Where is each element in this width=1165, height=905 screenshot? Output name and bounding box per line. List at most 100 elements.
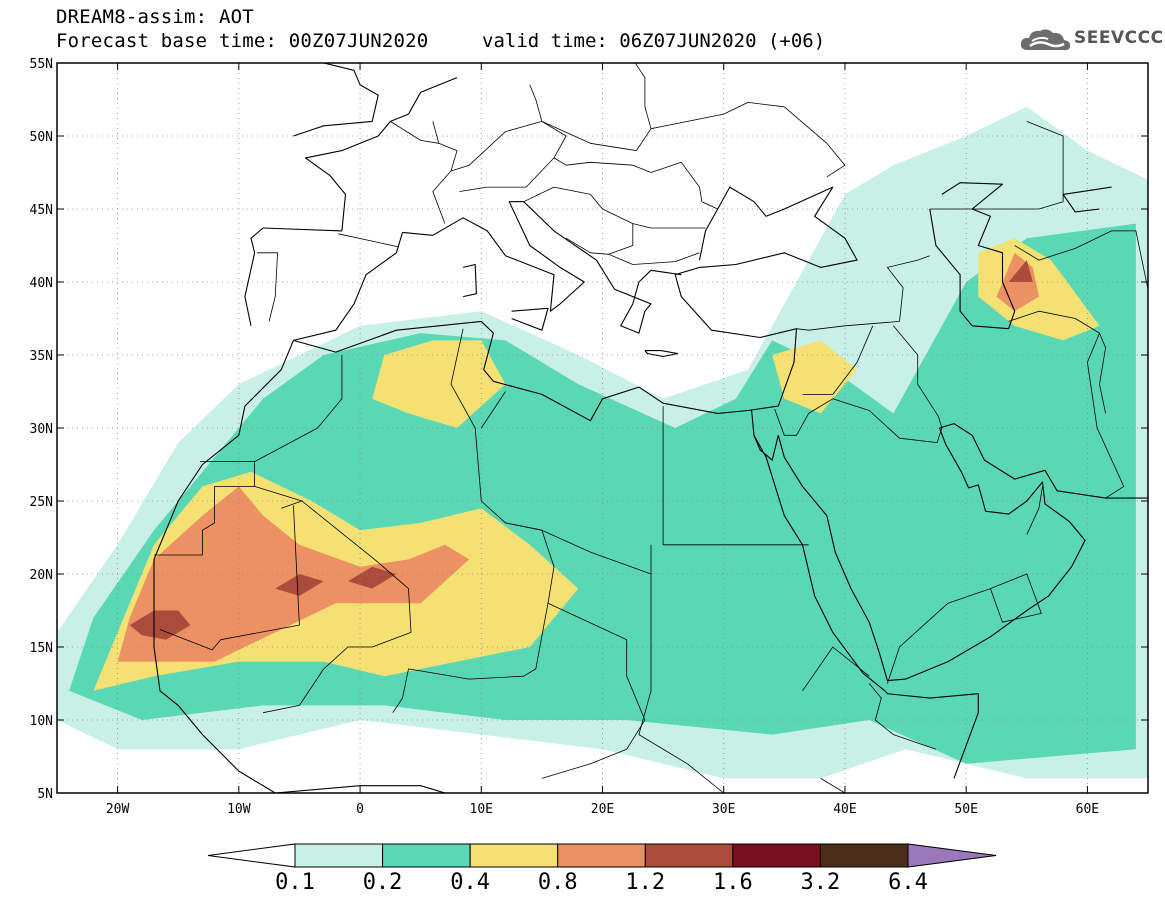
country-border: [774, 398, 943, 444]
country-border: [432, 121, 458, 172]
lat-tick-label: 30N: [30, 422, 53, 437]
colorbar-segment: [557, 843, 646, 868]
country-border: [1087, 332, 1125, 499]
country-border: [1026, 486, 1043, 535]
country-border: [990, 573, 1042, 623]
coastline: [644, 350, 679, 358]
map-content: [57, 63, 1148, 793]
coastline: [929, 182, 1016, 330]
lon-tick-label: 40E: [833, 802, 856, 817]
dust-region-level-5: [1008, 260, 1033, 282]
map-title: DREAM8-assim: AOT: [56, 6, 254, 28]
country-border: [802, 325, 874, 395]
country-border: [929, 121, 1064, 210]
country-border: [529, 63, 652, 152]
country-border: [263, 500, 412, 714]
seevccc-logo: SEEVCCC: [1018, 24, 1163, 56]
country-border: [541, 602, 646, 779]
colorbar-segment: [469, 843, 559, 868]
country-border: [154, 485, 255, 556]
country-border: [802, 646, 870, 692]
country-border: [632, 223, 706, 229]
colorbar-segment: [644, 843, 734, 868]
country-border: [254, 355, 343, 462]
country-border: [893, 325, 943, 429]
colorbar-label: 6.4: [888, 870, 928, 895]
lon-tick-label: 20W: [106, 802, 130, 817]
coastline: [153, 340, 294, 647]
colorbar-label: 0.4: [450, 870, 491, 895]
coastline: [244, 77, 458, 326]
colorbar-over-arrow: [907, 843, 997, 868]
country-border: [1014, 230, 1148, 290]
dust-region-level-3: [978, 238, 1100, 341]
logo-text: SEEVCCC: [1074, 28, 1164, 48]
coastline: [462, 263, 477, 298]
country-border: [820, 778, 846, 793]
coastline: [293, 63, 379, 137]
country-border: [662, 406, 809, 546]
country-border: [638, 574, 724, 793]
dust-region-level-4: [117, 486, 470, 662]
coastline: [153, 646, 447, 793]
country-border: [796, 255, 930, 331]
coastline: [293, 320, 798, 422]
axis-ticks: 55N 50N 45N 40N 35N 30N 25N 20N 15N 10N 5N 20W 10W 0 1…: [30, 57, 1148, 817]
dust-region-level-3: [772, 340, 858, 414]
lon-tick-label: 10W: [227, 802, 251, 817]
lat-tick-label: 40N: [30, 276, 53, 291]
lat-tick-label: 45N: [30, 203, 53, 218]
country-border: [505, 522, 652, 575]
coastline: [511, 307, 549, 331]
colorbar-segment: [294, 843, 384, 868]
lon-tick-label: 60E: [1076, 802, 1099, 817]
country-border: [868, 683, 937, 750]
coastline: [777, 427, 1086, 682]
lat-tick-label: 25N: [30, 495, 53, 510]
country-border: [392, 328, 555, 713]
lat-tick-label: 5N: [37, 787, 53, 802]
country-border: [650, 102, 846, 178]
country-border: [390, 121, 439, 144]
colorbar-segment: [819, 843, 909, 868]
country-borders: [154, 63, 1148, 793]
colorbar-under-arrow: [207, 843, 296, 868]
dust-region-level-5: [275, 574, 324, 596]
lon-tick-label: 20E: [591, 802, 614, 817]
country-border: [887, 588, 991, 684]
coastline: [674, 186, 858, 339]
dust-region-level-5: [129, 610, 191, 640]
lon-tick-label: 50E: [954, 802, 977, 817]
coastlines: [153, 63, 1148, 793]
coastline: [1062, 186, 1112, 213]
colorbar-label: 0.1: [275, 870, 315, 895]
country-border: [553, 157, 718, 210]
country-border: [257, 252, 279, 322]
coastline: [753, 435, 779, 461]
dust-region-level-3: [372, 340, 506, 428]
colorbar-segment: [732, 843, 821, 868]
coastline: [939, 423, 1148, 499]
lon-tick-label: 0: [356, 802, 364, 817]
valid-time: valid time: 06Z07JUN2020 (+06): [482, 30, 826, 52]
lat-tick-label: 50N: [30, 130, 53, 145]
lat-tick-label: 35N: [30, 349, 53, 364]
colorbar-segment: [382, 843, 471, 868]
country-border: [338, 233, 399, 248]
lat-tick-label: 55N: [30, 57, 53, 72]
colorbar: [207, 843, 997, 868]
lon-tick-label: 10E: [470, 802, 493, 817]
lat-tick-label: 10N: [30, 714, 53, 729]
cloud-icon: [1020, 29, 1071, 51]
lat-tick-label: 20N: [30, 568, 53, 583]
colorbar-label: 0.8: [537, 870, 578, 895]
forecast-base-time: Forecast base time: 00Z07JUN2020: [56, 30, 429, 52]
colorbar-label: 1.2: [625, 870, 666, 895]
country-border: [608, 252, 700, 265]
colorbar-label: 3.2: [800, 870, 841, 895]
lon-tick-label: 30E: [712, 802, 735, 817]
coastline: [751, 410, 979, 779]
lat-tick-label: 15N: [30, 641, 53, 656]
country-border: [159, 505, 300, 651]
